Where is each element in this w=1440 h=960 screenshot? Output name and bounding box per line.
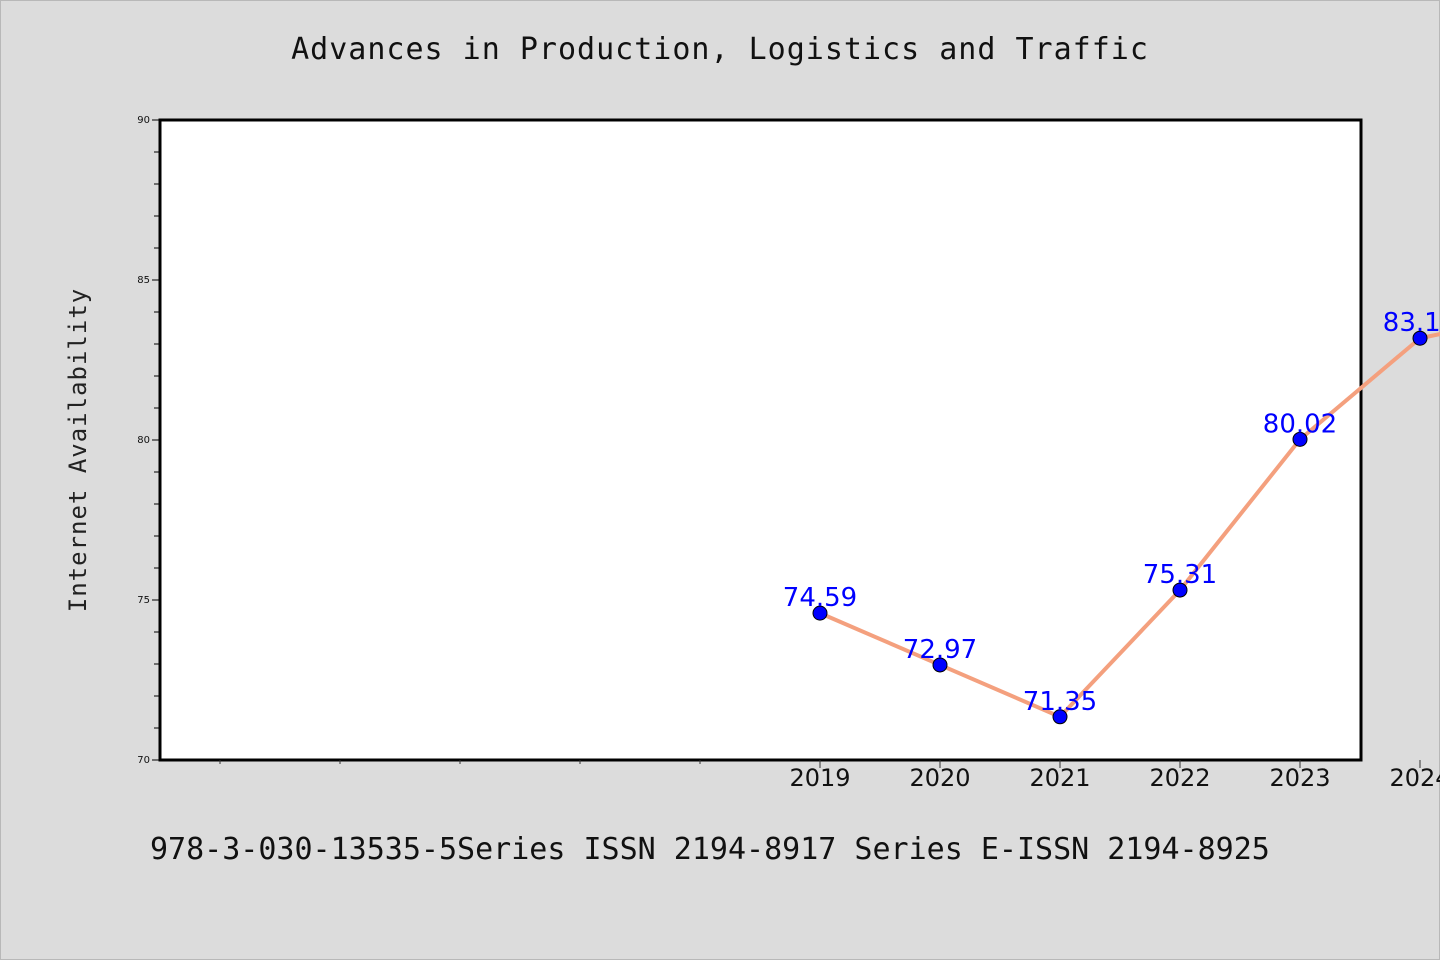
data-point-label: 83.18 — [1383, 308, 1440, 338]
data-point-marker — [1412, 330, 1428, 346]
x-tick-label: 2019 — [789, 764, 850, 792]
footer-text: 978-3-030-13535-5Series ISSN 2194-8917 S… — [150, 832, 1270, 867]
data-point-marker — [1172, 582, 1188, 598]
x-axis-ticks: 2019202020212022202320242025 — [219, 760, 1440, 792]
data-point-marker — [1052, 709, 1068, 725]
y-tick-label: 75 — [137, 595, 150, 606]
y-tick-label: 90 — [137, 115, 150, 126]
chart-title: Advances in Production, Logistics and Tr… — [291, 32, 1149, 67]
data-point-label: 80.02 — [1263, 409, 1337, 439]
x-tick-label: 2020 — [909, 764, 970, 792]
data-point-label: 75.31 — [1143, 560, 1217, 590]
x-tick-label: 2024 — [1389, 764, 1440, 792]
data-point-marker — [812, 605, 828, 621]
data-point-label: 74.59 — [783, 583, 857, 613]
y-tick-label: 85 — [137, 275, 150, 286]
y-tick-label: 80 — [137, 435, 150, 446]
x-tick-label: 2023 — [1269, 764, 1330, 792]
data-point-marker — [932, 657, 948, 673]
series-markers — [812, 330, 1428, 725]
data-point-marker — [1292, 431, 1308, 447]
x-tick-label: 2021 — [1029, 764, 1090, 792]
data-point-label: 72.97 — [903, 635, 977, 665]
plot-area — [158, 118, 1363, 762]
data-point-label: 71.35 — [1023, 687, 1097, 717]
y-tick-label: 70 — [137, 755, 150, 766]
x-tick-label: 2022 — [1149, 764, 1210, 792]
y-axis-ticks: 70 75 80 85 90 — [137, 115, 160, 766]
y-axis-label: Internet Availability — [64, 288, 92, 612]
